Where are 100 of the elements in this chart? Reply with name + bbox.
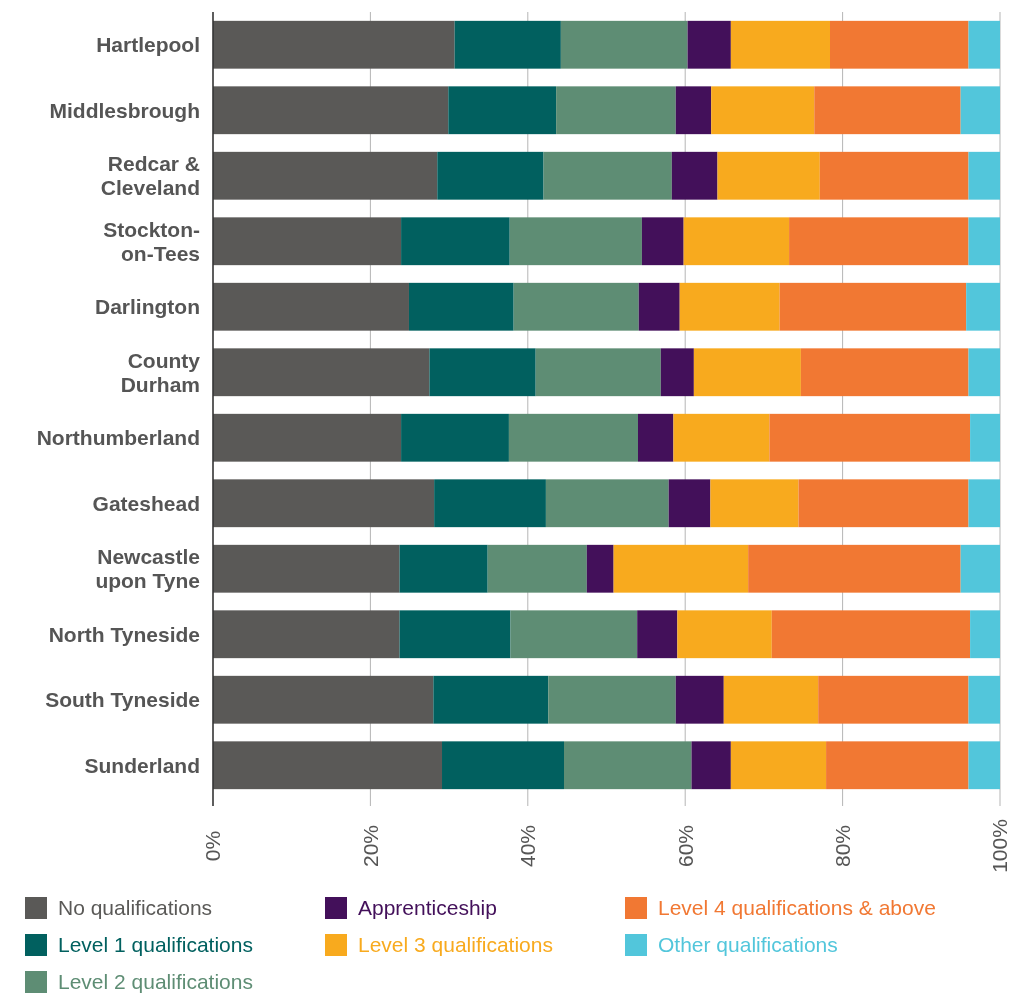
bar [711, 86, 815, 135]
bar [830, 20, 969, 69]
y-tick-label: North Tyneside [48, 622, 200, 646]
legend-label: Level 4 qualifications & above [658, 896, 936, 920]
bar [675, 86, 712, 135]
bar [968, 348, 1000, 397]
bar [771, 610, 971, 659]
bar [535, 348, 661, 397]
bar [819, 151, 969, 200]
bar [966, 282, 1000, 331]
bar [433, 675, 549, 724]
x-tick-label: 100% [988, 819, 1012, 873]
bar [401, 413, 509, 462]
bar [213, 479, 435, 528]
y-tick-label: Hartlepool [96, 33, 200, 57]
bar [693, 348, 801, 397]
bar [586, 544, 614, 593]
bar [769, 413, 971, 462]
y-tick-label: Middlesbrough [49, 98, 200, 122]
bar [548, 675, 676, 724]
bar [800, 348, 969, 397]
legend-label: Level 2 qualifications [58, 970, 253, 994]
bar [679, 282, 780, 331]
bar [660, 348, 694, 397]
bar [454, 20, 561, 69]
y-tick-label: Newcastle upon Tyne [95, 545, 200, 593]
bar [437, 151, 544, 200]
bar [970, 610, 1000, 659]
bar [687, 20, 731, 69]
bar [730, 20, 831, 69]
x-tick-label: 60% [673, 824, 697, 868]
bar [673, 413, 770, 462]
bar [213, 413, 402, 462]
bar [429, 348, 536, 397]
bar [213, 610, 400, 659]
bar [487, 544, 587, 593]
bar [818, 675, 969, 724]
bar [560, 20, 688, 69]
y-tick-label: Redcar & Cleveland [100, 152, 200, 200]
bar [968, 479, 1000, 528]
bar [668, 479, 711, 528]
bar [960, 86, 1000, 135]
bar [556, 86, 676, 135]
bar [641, 217, 684, 266]
bar [448, 86, 557, 135]
bar [399, 544, 488, 593]
bar [970, 413, 1000, 462]
bar [213, 86, 449, 135]
y-tick-label: South Tyneside [45, 688, 200, 712]
bar [213, 675, 434, 724]
bar [401, 217, 510, 266]
bar [213, 20, 455, 69]
bar [798, 479, 969, 528]
bar [960, 544, 1000, 593]
bar [543, 151, 672, 200]
bar [638, 282, 680, 331]
bar [968, 151, 1000, 200]
bar [213, 741, 443, 790]
legend-label: Level 1 qualifications [58, 933, 253, 957]
bar [671, 151, 718, 200]
y-tick-label: Stockton- on-Tees [103, 217, 201, 265]
x-tick-label: 20% [358, 824, 382, 868]
y-tick-label: County Durham [120, 348, 201, 396]
bar [408, 282, 514, 331]
bar [434, 479, 546, 528]
bar [509, 217, 642, 266]
bar [508, 413, 638, 462]
bar [730, 741, 827, 790]
y-tick-label: Sunderland [84, 753, 200, 777]
x-tick-label: 40% [516, 824, 540, 868]
bar [723, 675, 819, 724]
bar [513, 282, 639, 331]
bar [213, 151, 438, 200]
bar [968, 675, 1000, 724]
x-tick-label: 80% [830, 824, 854, 868]
bar [814, 86, 961, 135]
bar [637, 413, 674, 462]
bar [613, 544, 749, 593]
bar [637, 610, 678, 659]
bar [717, 151, 820, 200]
bar [677, 610, 772, 659]
bar [748, 544, 961, 593]
legend-label: Other qualifications [658, 933, 838, 957]
bar [710, 479, 799, 528]
bar [510, 610, 638, 659]
bar [826, 741, 969, 790]
bar [213, 544, 400, 593]
bar [564, 741, 692, 790]
bar [213, 348, 430, 397]
legend-label: Apprenticeship [358, 896, 497, 920]
bar [545, 479, 669, 528]
y-tick-label: Gateshead [92, 491, 200, 515]
bar [691, 741, 731, 790]
y-tick-label: Northumberland [36, 426, 200, 450]
bar [213, 217, 402, 266]
bar [442, 741, 564, 790]
legend-label: No qualifications [58, 896, 213, 920]
legend-label: Level 3 qualifications [358, 933, 553, 957]
bar [968, 20, 1000, 69]
bar [779, 282, 967, 331]
